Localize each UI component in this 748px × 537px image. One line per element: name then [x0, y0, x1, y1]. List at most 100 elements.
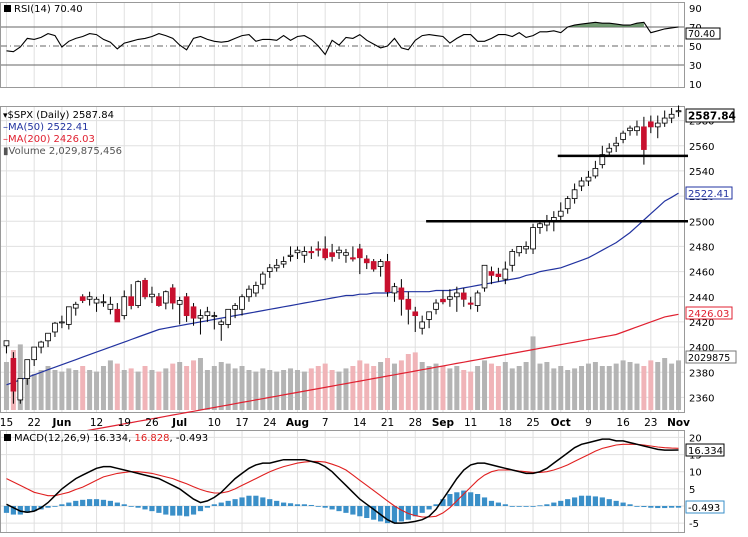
volume-bar [579, 366, 585, 410]
macd-histogram-bar [551, 502, 557, 506]
macd-histogram-bar [197, 506, 204, 512]
volume-bar [662, 358, 668, 410]
macd-histogram-bar [454, 492, 460, 506]
volume-bar [488, 363, 494, 410]
macd-histogram-bar [149, 506, 155, 512]
volume-bar [191, 360, 197, 410]
price-tick-2380: 2380 [689, 368, 714, 379]
macd-histogram-bar [502, 504, 508, 506]
x-tick-Sep: Sep [432, 417, 455, 429]
candle-body [273, 264, 280, 269]
volume-bar [551, 368, 557, 410]
macd-histogram-bar [107, 500, 113, 506]
macd-histogram-bar [246, 495, 252, 506]
x-tick-11: 11 [464, 417, 477, 429]
candle-body [183, 296, 190, 317]
candle-body [391, 286, 398, 294]
candle-body [24, 359, 31, 379]
macd-histogram-bar [239, 497, 245, 506]
candle-body [301, 251, 308, 256]
volume-bar [502, 362, 508, 410]
volume-bar [398, 360, 404, 410]
volume-bar [163, 368, 169, 410]
macd-histogram-bar [495, 502, 501, 506]
volume-bar [135, 371, 141, 410]
candle-body [592, 167, 599, 177]
candle-body [3, 340, 10, 347]
candle-body [606, 147, 613, 153]
candle-body [72, 303, 79, 309]
candle-body [481, 264, 488, 289]
candle-body [176, 300, 183, 305]
x-tick-18: 18 [499, 417, 512, 429]
macd-histogram-bar [225, 500, 231, 506]
macd-histogram-bar [260, 497, 266, 506]
macd-histogram-bar [537, 505, 543, 507]
x-tick-21: 21 [381, 417, 394, 429]
volume-bar [461, 370, 467, 410]
volume-bar [378, 362, 384, 410]
volume-bar [433, 363, 439, 410]
volume-bar [606, 366, 612, 410]
macd-histogram-bar [274, 500, 280, 506]
candle-body [17, 378, 24, 401]
rsi-panel: 9070503010 RSI(14) 70.40 70.40 [0, 2, 721, 91]
legend-volume: ▮Volume 2,029,875,456 [3, 146, 122, 157]
volume-bar [121, 370, 127, 410]
x-tick-10: 10 [208, 417, 221, 429]
volume-bar [371, 366, 377, 410]
candle-body [488, 271, 495, 276]
volume-bar [218, 362, 224, 410]
volume-bar [627, 362, 633, 410]
macd-histogram-bar [433, 504, 439, 506]
x-tick-17: 17 [235, 417, 248, 429]
macd-histogram-bar [440, 499, 446, 506]
x-tick-Aug: Aug [286, 417, 309, 429]
x-tick-25: 25 [526, 417, 539, 429]
macd-histogram-bar [662, 506, 668, 509]
volume-bar [211, 366, 217, 410]
volume-bar [128, 368, 134, 410]
candle-body [675, 110, 682, 113]
volume-bar [225, 363, 231, 410]
macd-histogram-bar [613, 500, 619, 506]
macd-histogram-bar [558, 500, 564, 506]
volume-bar [426, 366, 432, 410]
volume-bar [357, 360, 363, 410]
macd-histogram-bar [87, 499, 93, 506]
volume-bar [294, 370, 300, 410]
volume-bar [669, 363, 675, 410]
candle-body [384, 261, 391, 293]
volume-bar [232, 368, 238, 410]
volume-bar [495, 366, 501, 410]
ma200-current-label-box [685, 306, 733, 320]
price-legend: ▾$SPX (Daily) 2587.84 –MA(50) 2522.41 –M… [3, 110, 122, 157]
candle-body [246, 288, 252, 298]
candle-body [135, 281, 141, 306]
price-current-label-box [685, 108, 735, 123]
volume-bar [308, 368, 314, 410]
candle-body [370, 261, 377, 270]
macd-histogram-bar [315, 506, 321, 507]
volume-bar [509, 368, 515, 410]
x-tick-26: 26 [145, 417, 159, 429]
volume-bar [350, 366, 356, 410]
volume-bar [260, 368, 266, 410]
macd-histogram-bar [66, 502, 72, 506]
macd-histogram-bar [523, 506, 529, 507]
macd-panel: 20151050-5 MACD(12,26,9) 16.334, 16.828,… [0, 430, 725, 533]
macd-tick-10: 10 [689, 468, 702, 479]
volume-bar [100, 366, 106, 410]
candle-body [564, 198, 571, 210]
candle-body [419, 321, 426, 329]
macd-histogram-bar [634, 506, 640, 507]
candle-body [329, 252, 335, 257]
macd-histogram-bar [648, 506, 654, 508]
candle-body [377, 261, 384, 267]
price-tick-2460: 2460 [689, 268, 714, 279]
volume-bar [634, 363, 640, 410]
candle-body [197, 315, 204, 319]
volume-bar [454, 366, 460, 410]
macd-histogram-bar [461, 490, 467, 506]
volume-bar [17, 344, 23, 410]
